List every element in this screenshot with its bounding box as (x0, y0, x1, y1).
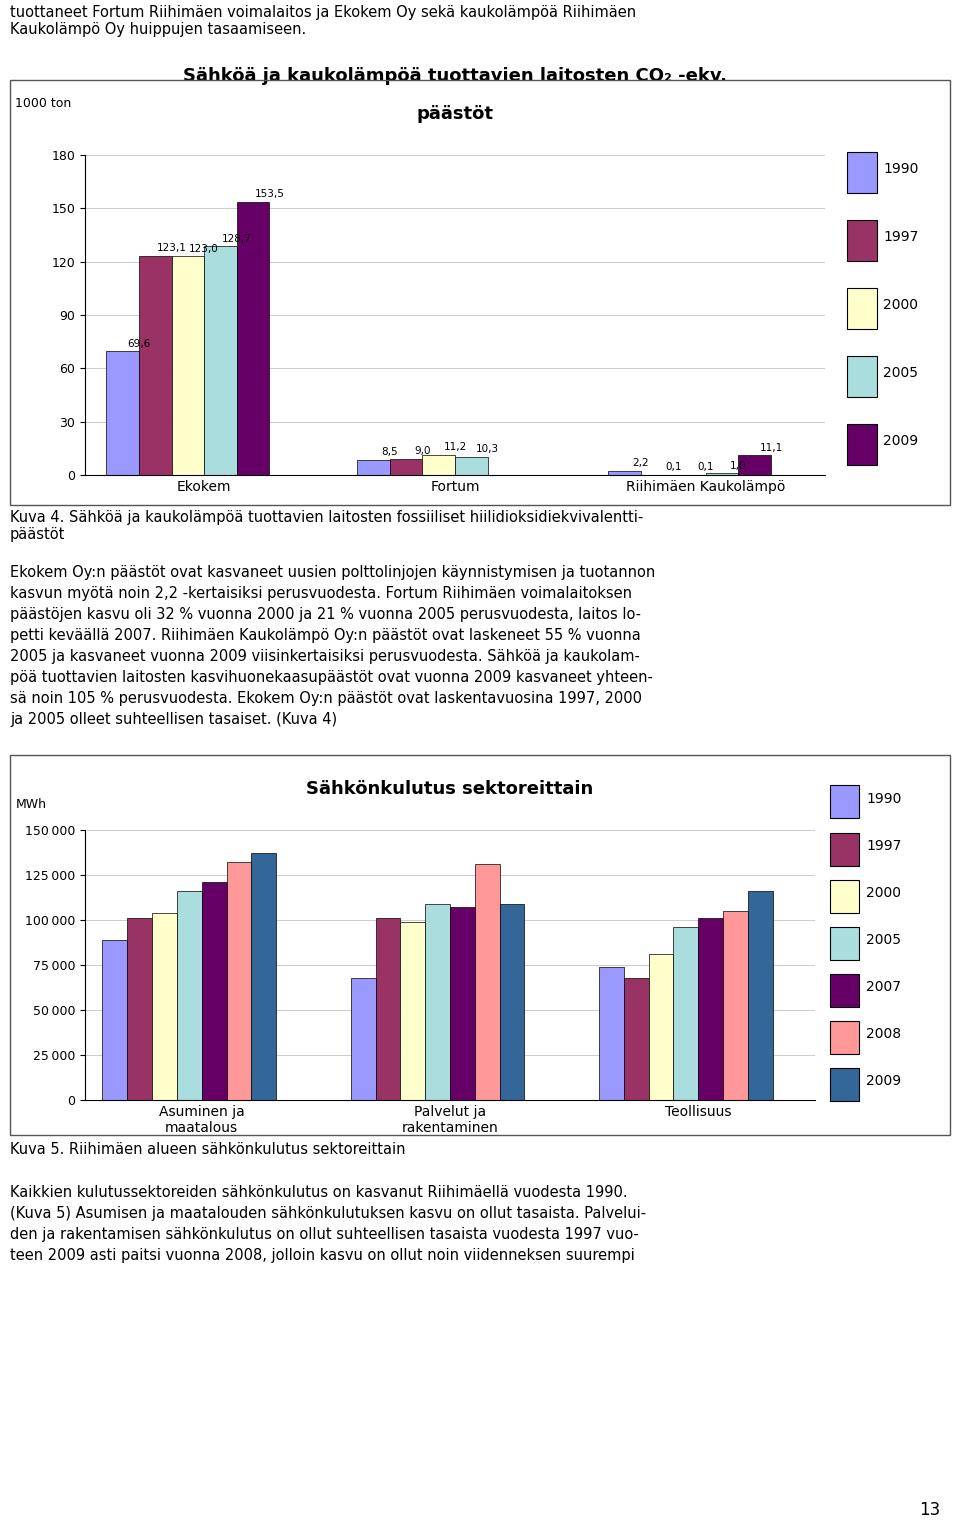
Bar (237, 201, 270, 475)
Text: 8,5: 8,5 (381, 447, 398, 456)
Bar (204, 246, 237, 475)
Bar (400, 922, 425, 1100)
Text: Kaikkien kulutussektoreiden sähkönkulutus on kasvanut Riihimäellä vuodesta 1990.: Kaikkien kulutussektoreiden sähkönkulutu… (10, 1185, 646, 1263)
Bar (706, 473, 738, 475)
Bar (847, 220, 877, 261)
Bar (847, 287, 877, 329)
Text: 2009: 2009 (883, 433, 918, 447)
Bar (649, 954, 674, 1100)
Text: 2007: 2007 (866, 981, 900, 994)
Bar (425, 904, 450, 1100)
Text: päästöt: päästöt (417, 105, 493, 123)
Text: 2005: 2005 (883, 366, 918, 380)
Text: 11,2: 11,2 (444, 443, 467, 452)
Bar (847, 152, 877, 192)
Text: 0,1: 0,1 (665, 463, 682, 472)
Text: 1000 ton: 1000 ton (14, 97, 71, 111)
Bar (375, 918, 400, 1100)
Text: 1990: 1990 (866, 792, 901, 805)
Bar (830, 833, 859, 865)
Text: 1,0: 1,0 (731, 461, 747, 470)
Bar (252, 853, 276, 1100)
Bar (847, 357, 877, 397)
Text: 2,2: 2,2 (633, 458, 649, 469)
Bar (748, 891, 773, 1100)
Text: 11,1: 11,1 (759, 443, 782, 452)
Bar (128, 918, 152, 1100)
Bar (723, 911, 748, 1100)
Text: 13: 13 (919, 1502, 940, 1519)
Text: MWh: MWh (15, 798, 47, 810)
Bar (738, 455, 771, 475)
Text: 1997: 1997 (883, 231, 919, 244)
Bar (103, 939, 128, 1100)
Text: Sähköä ja kaukolämpöä tuottavien laitosten CO₂ -ekv.: Sähköä ja kaukolämpöä tuottavien laitost… (183, 66, 727, 85)
Bar (152, 913, 177, 1100)
Bar (830, 879, 859, 913)
Bar (227, 862, 252, 1100)
Text: 2009: 2009 (866, 1074, 901, 1088)
Bar (202, 882, 227, 1100)
Text: 1997: 1997 (866, 839, 901, 853)
Bar (830, 1068, 859, 1100)
Bar (357, 460, 390, 475)
Text: 123,1: 123,1 (156, 243, 186, 254)
Text: 153,5: 153,5 (254, 189, 284, 200)
Text: 128,7: 128,7 (222, 234, 252, 243)
Bar (422, 455, 455, 475)
Bar (599, 967, 624, 1100)
Bar (172, 257, 204, 475)
Bar (847, 424, 877, 464)
Bar (608, 470, 640, 475)
Bar (107, 352, 139, 475)
Text: tuottaneet Fortum Riihimäen voimalaitos ja Ekokem Oy sekä kaukolämpöä Riihimäen
: tuottaneet Fortum Riihimäen voimalaitos … (10, 5, 636, 37)
Bar (830, 927, 859, 959)
Bar (830, 785, 859, 818)
Text: Sähkönkulutus sektoreittain: Sähkönkulutus sektoreittain (306, 779, 593, 798)
Text: 9,0: 9,0 (414, 446, 431, 456)
Bar (390, 460, 422, 475)
Text: 0,1: 0,1 (698, 463, 714, 472)
Text: Kuva 5. Riihimäen alueen sähkönkulutus sektoreittain: Kuva 5. Riihimäen alueen sähkönkulutus s… (10, 1142, 405, 1157)
Text: 69,6: 69,6 (128, 338, 151, 349)
Text: 10,3: 10,3 (476, 444, 499, 453)
Bar (177, 891, 202, 1100)
Text: 2000: 2000 (866, 885, 900, 899)
Bar (830, 974, 859, 1007)
Text: 1990: 1990 (883, 161, 919, 177)
Bar (698, 918, 723, 1100)
Bar (624, 978, 649, 1100)
Bar (455, 456, 488, 475)
Text: Kuva 4. Sähköä ja kaukolämpöä tuottavien laitosten fossiiliset hiilidioksidiekvi: Kuva 4. Sähköä ja kaukolämpöä tuottavien… (10, 510, 643, 543)
Bar (499, 904, 524, 1100)
Text: 123,0: 123,0 (189, 244, 219, 254)
Bar (475, 864, 499, 1100)
Text: Ekokem Oy:n päästöt ovat kasvaneet uusien polttolinjojen käynnistymisen ja tuota: Ekokem Oy:n päästöt ovat kasvaneet uusie… (10, 566, 656, 727)
Bar (450, 907, 475, 1100)
Text: 2005: 2005 (866, 933, 900, 947)
Bar (350, 978, 375, 1100)
Text: 2008: 2008 (866, 1027, 901, 1041)
Bar (674, 927, 698, 1100)
Bar (830, 1021, 859, 1054)
Text: 2000: 2000 (883, 298, 918, 312)
Bar (139, 257, 172, 475)
